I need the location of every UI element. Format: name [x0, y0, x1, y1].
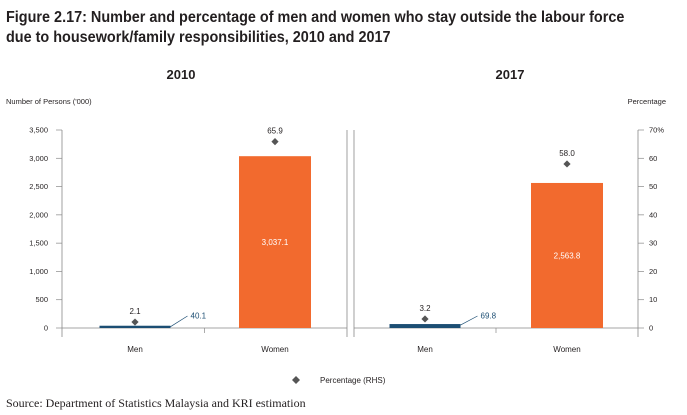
- x-tick-label-men: Men: [127, 345, 143, 354]
- left-tick-label: 500: [35, 295, 48, 304]
- left-tick-label: 1,000: [29, 267, 48, 276]
- bar-men-2017: [389, 324, 461, 328]
- source-note: Source: Department of Statistics Malaysi…: [6, 396, 306, 410]
- x-tick-label-men: Men: [417, 345, 433, 354]
- bar-label-leader: [170, 315, 188, 328]
- left-tick-label: 3,500: [29, 126, 48, 135]
- left-tick-label: 3,000: [29, 154, 48, 163]
- bar-value-label-men-2010: 40.1: [191, 312, 207, 321]
- percentage-label-men-2010: 2.1: [129, 307, 141, 316]
- bar-value-label-men-2017: 69.8: [481, 312, 497, 321]
- bar-value-label-women-2010: 3,037.1: [262, 238, 289, 247]
- right-axis-title: Percentage: [628, 97, 666, 106]
- right-tick-label: 50: [649, 182, 657, 191]
- panel-title-2017: 2017: [496, 67, 525, 82]
- left-axis-title: Number of Persons ('000): [6, 97, 92, 106]
- panel-title-2010: 2010: [167, 67, 196, 82]
- left-tick-label: 1,500: [29, 239, 48, 248]
- percentage-marker-men-2010: [131, 318, 139, 326]
- right-tick-label: 70%: [649, 126, 664, 135]
- right-tick-label: 40: [649, 210, 657, 219]
- right-tick-label: 30: [649, 239, 657, 248]
- bar-men-2010: [99, 325, 171, 328]
- left-tick-label: 2,500: [29, 182, 48, 191]
- percentage-marker-men-2017: [421, 315, 429, 323]
- left-tick-label: 0: [44, 324, 48, 333]
- percentage-marker-women-2010: [271, 137, 279, 146]
- legend-label: Percentage (RHS): [320, 376, 386, 385]
- percentage-label-men-2017: 3.2: [419, 304, 431, 313]
- x-tick-label-women: Women: [261, 345, 288, 354]
- right-tick-label: 60: [649, 154, 657, 163]
- left-tick-label: 2,000: [29, 210, 48, 219]
- percentage-marker-women-2017: [563, 160, 571, 168]
- right-tick-label: 0: [649, 324, 653, 333]
- percentage-label-women-2010: 65.9: [267, 127, 283, 136]
- bar-label-leader: [460, 315, 478, 326]
- right-tick-label: 10: [649, 295, 657, 304]
- bar-value-label-women-2017: 2,563.8: [554, 251, 581, 260]
- legend-marker: [292, 376, 300, 384]
- chart-canvas: Number of Persons ('000) Percentage05001,…: [6, 67, 666, 385]
- chart-title: Figure 2.17: Number and percentage of me…: [6, 9, 625, 46]
- right-tick-label: 20: [649, 267, 657, 276]
- bar-women-2017: [531, 182, 603, 328]
- x-tick-label-women: Women: [553, 345, 580, 354]
- bar-women-2010: [239, 156, 311, 328]
- percentage-label-women-2017: 58.0: [559, 149, 575, 158]
